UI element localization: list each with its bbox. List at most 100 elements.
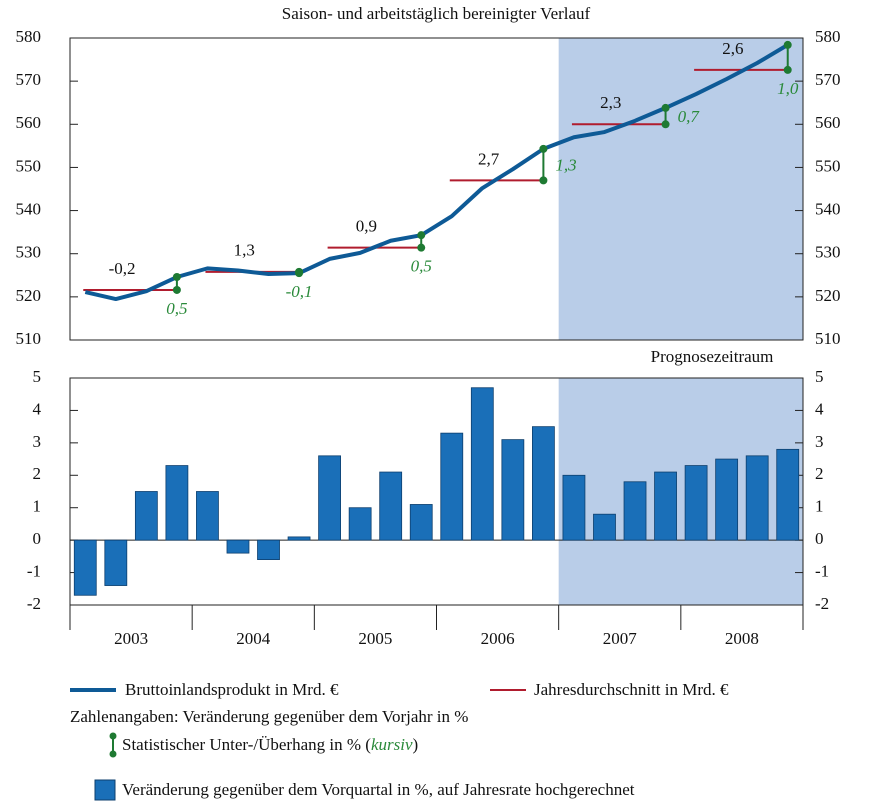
overhang-dot: [172, 285, 181, 294]
plot-frame: [69, 37, 804, 341]
y-tick-label: 560: [815, 113, 841, 132]
overhang-label: -0,1: [286, 282, 313, 301]
x-tick-label: 2003: [114, 629, 148, 648]
y-tick-label: 0: [33, 529, 42, 548]
bar: [745, 455, 769, 541]
y-tick-label: 550: [815, 156, 841, 175]
y-tick-label: 5: [815, 367, 824, 386]
annual-change-label: 0,9: [356, 217, 377, 236]
overhang-dot: [417, 243, 426, 252]
bar: [562, 474, 586, 541]
y-tick-label: 520: [16, 286, 42, 305]
overhang-label: 1,3: [555, 156, 576, 175]
overhang-dot: [661, 103, 670, 112]
y-tick-label: 580: [815, 27, 841, 46]
bar: [226, 539, 250, 554]
overhang-label: 0,7: [678, 107, 701, 126]
bar: [654, 471, 677, 541]
overhang-dot: [172, 273, 181, 282]
bar: [287, 536, 311, 541]
bar: [684, 465, 708, 541]
bar: [593, 513, 616, 541]
y-tick-label: 570: [16, 70, 42, 89]
y-tick-label: -1: [815, 561, 829, 580]
chart-title: Saison- und arbeitstäglich bereinigter V…: [282, 4, 591, 23]
bar: [134, 491, 158, 541]
y-tick-label: -1: [27, 561, 41, 580]
annual-change-label: 2,7: [478, 149, 500, 168]
bar: [73, 539, 97, 596]
y-tick-label: 4: [815, 399, 824, 418]
y-tick-label: 0: [815, 529, 824, 548]
overhang-dot: [661, 120, 670, 129]
x-tick-label: 2004: [236, 629, 271, 648]
forecast-label: Prognosezeitraum: [651, 347, 774, 366]
bar: [196, 491, 219, 541]
legend-text: kursiv: [371, 735, 413, 754]
legend-text: ): [412, 735, 418, 754]
y-tick-label: 560: [16, 113, 42, 132]
y-tick-label: 540: [815, 199, 841, 218]
annual-change-label: 2,6: [722, 39, 743, 58]
bar: [409, 504, 433, 541]
forecast-region: [558, 38, 803, 340]
note: Zahlenangaben: Veränderung gegenüber dem…: [70, 707, 468, 726]
legend-overhang-icon: [109, 732, 117, 758]
gdp-line: [84, 43, 789, 302]
y-tick-label: 4: [33, 399, 42, 418]
y-tick-label: 510: [815, 329, 841, 348]
legend-label: Statistischer Unter-/Überhang in % (kurs…: [122, 735, 418, 754]
overhang-label: 0,5: [166, 299, 187, 318]
overhang-marker: [172, 273, 181, 294]
y-tick-label: 530: [815, 243, 841, 262]
bar: [776, 448, 800, 541]
overhang-dot: [539, 144, 548, 153]
y-tick-label: 510: [16, 329, 42, 348]
legend-label: Bruttoinlandsprodukt in Mrd. €: [125, 680, 339, 699]
x-tick-label: 2007: [603, 629, 638, 648]
bar: [440, 432, 464, 541]
overhang-label: 0,5: [411, 257, 432, 276]
legend-label: Veränderung gegenüber dem Vorquartal in …: [122, 780, 635, 799]
y-tick-label: 520: [815, 286, 841, 305]
annual-change-label: 1,3: [234, 241, 255, 260]
overhang-marker: [539, 144, 548, 185]
y-tick-label: 580: [16, 27, 42, 46]
y-tick-label: 3: [33, 432, 42, 451]
bar: [623, 481, 647, 541]
overhang-dot: [783, 40, 792, 49]
overhang-dot: [417, 231, 426, 240]
bar: [715, 458, 739, 541]
y-tick-label: 1: [815, 497, 824, 516]
y-tick-label: 540: [16, 199, 42, 218]
annual-change-label: -0,2: [109, 259, 136, 278]
y-tick-label: 550: [16, 156, 42, 175]
overhang-dot: [783, 65, 792, 74]
legend-bar-swatch: [94, 779, 116, 801]
bar: [348, 507, 372, 541]
overhang-marker: [783, 40, 792, 74]
bar: [501, 439, 525, 541]
legend-label: Jahresdurchschnitt in Mrd. €: [534, 680, 729, 699]
bar: [318, 455, 341, 541]
bar: [104, 539, 128, 586]
bar: [257, 539, 280, 561]
annual-change-label: 2,3: [600, 93, 621, 112]
y-tick-label: -2: [815, 594, 829, 613]
x-tick-label: 2006: [481, 629, 515, 648]
y-tick-label: 2: [33, 464, 42, 483]
y-tick-label: 2: [815, 464, 824, 483]
bar: [532, 426, 555, 541]
bar: [470, 387, 494, 541]
overhang-marker: [661, 103, 670, 129]
x-tick-label: 2005: [358, 629, 392, 648]
y-tick-label: 570: [815, 70, 841, 89]
y-tick-label: 1: [33, 497, 42, 516]
overhang-dot: [295, 269, 304, 278]
overhang-label: 1,0: [777, 79, 799, 98]
y-tick-label: 5: [33, 367, 42, 386]
overhang-dot: [539, 176, 548, 185]
bar: [165, 465, 189, 541]
y-tick-label: 3: [815, 432, 824, 451]
